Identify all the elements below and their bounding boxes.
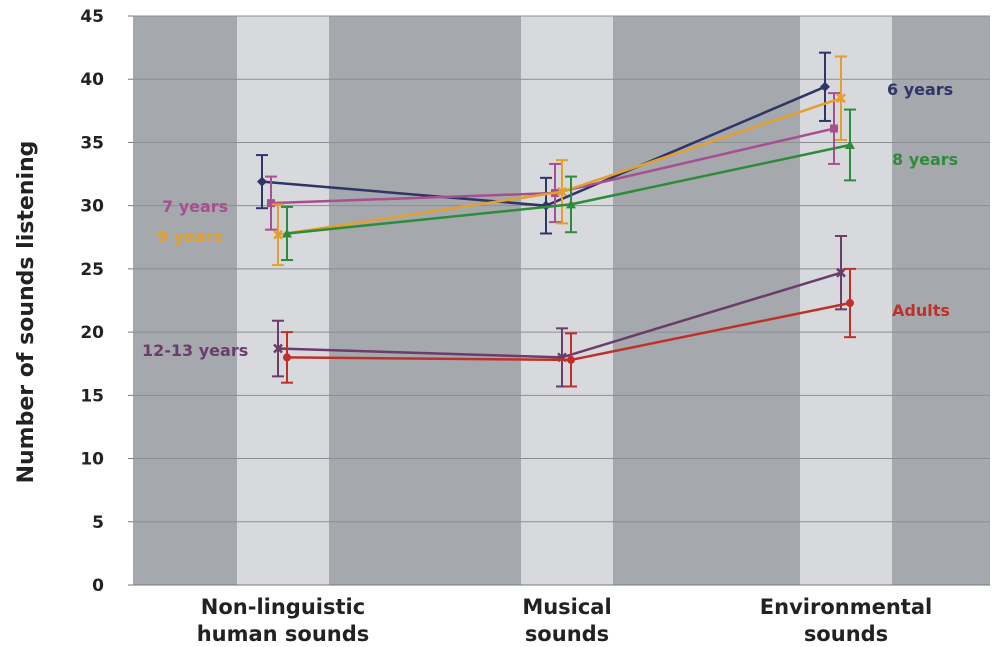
x-axis-categories: Non-linguistic human sounds Musical sounds E… <box>197 595 932 646</box>
y-tick-label: 10 <box>80 450 104 470</box>
y-tick-label: 15 <box>80 386 104 406</box>
data-point <box>257 176 267 187</box>
y-axis-title: Number of sounds listening <box>14 141 39 484</box>
series-label: 12-13 years <box>142 341 248 360</box>
series-labels: 6 years 7 years 9 years 8 years 12-13 years A… <box>142 80 958 360</box>
y-axis-ticks: 0 5 10 15 20 25 30 35 40 45 <box>80 7 133 596</box>
data-point <box>273 229 283 240</box>
data-point <box>566 199 576 209</box>
category-band-2 <box>800 16 892 585</box>
data-point <box>846 299 854 308</box>
series-6-years <box>256 51 831 235</box>
series-label: 6 years <box>887 80 953 99</box>
series-label: Adults <box>892 301 950 320</box>
x-category-label: Non-linguistic human sounds <box>197 595 370 646</box>
data-point <box>283 353 291 362</box>
y-tick-label: 0 <box>92 576 104 596</box>
y-tick-label: 30 <box>80 197 104 217</box>
y-tick-label: 20 <box>80 323 104 343</box>
category-band-1 <box>521 16 613 585</box>
series-8-years <box>281 108 856 262</box>
series-adults <box>281 267 856 388</box>
y-tick-label: 25 <box>80 260 104 280</box>
category-band-0 <box>237 16 329 585</box>
data-point <box>267 199 275 208</box>
y-tick-label: 5 <box>92 513 104 533</box>
y-tick-label: 40 <box>80 70 104 90</box>
y-tick-label: 45 <box>80 7 104 27</box>
plot-background <box>133 16 990 585</box>
series-9-years <box>272 55 847 267</box>
series-label: 8 years <box>892 150 958 169</box>
series-label: 7 years <box>162 197 228 216</box>
gridlines <box>133 15 990 586</box>
data-point <box>282 228 292 238</box>
data-point <box>830 124 838 133</box>
data-point <box>836 93 846 104</box>
series-12-13-years <box>272 235 847 388</box>
data-point <box>557 186 567 197</box>
data-point <box>836 267 846 278</box>
series-group <box>256 51 856 388</box>
data-point <box>567 355 575 364</box>
x-category-label: Musical sounds <box>522 595 611 646</box>
x-category-label: Environmental sounds <box>760 595 932 646</box>
data-point <box>845 139 855 149</box>
data-point <box>273 343 283 354</box>
series-label: 9 years <box>157 227 223 246</box>
data-point <box>820 81 830 92</box>
y-tick-label: 35 <box>80 133 104 153</box>
